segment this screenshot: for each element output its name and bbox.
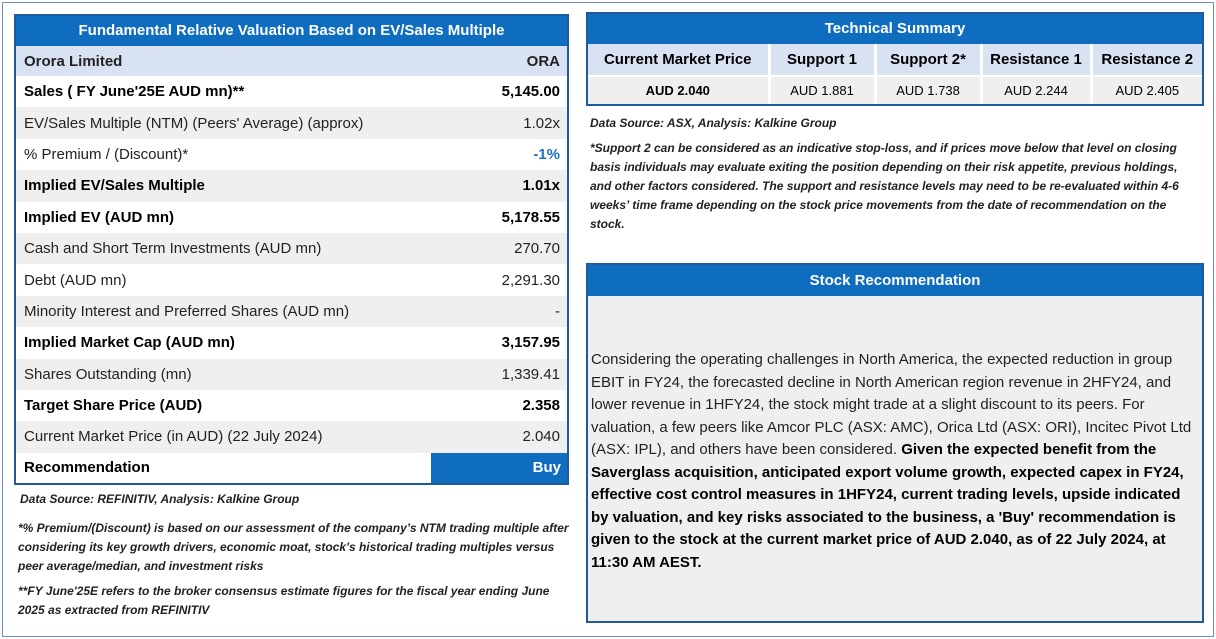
row-label: Debt (AUD mn) bbox=[24, 271, 127, 289]
recommendation-title: Stock Recommendation bbox=[588, 265, 1202, 296]
row-value: 2.040 bbox=[522, 428, 560, 446]
header-support-1: Support 1 bbox=[769, 44, 877, 77]
row-label: Cash and Short Term Investments (AUD mn) bbox=[24, 240, 322, 258]
technical-note: *Support 2 can be considered as an indic… bbox=[590, 141, 1179, 231]
value-current-price: AUD 2.040 bbox=[588, 76, 771, 104]
table-row: Target Share Price (AUD) 2.358 bbox=[16, 389, 567, 422]
table-row: Minority Interest and Preferred Shares (… bbox=[16, 295, 567, 328]
valuation-note-premium: *% Premium/(Discount) is based on our as… bbox=[18, 521, 569, 573]
recommendation-row: Recommendation Buy bbox=[16, 452, 567, 483]
company-ticker: ORA bbox=[526, 52, 560, 70]
row-label: Shares Outstanding (mn) bbox=[24, 365, 192, 383]
table-row: Sales ( FY June'25E AUD mn)** 5,145.00 bbox=[16, 76, 567, 108]
header-resistance-2: Resistance 2 bbox=[1091, 44, 1202, 77]
valuation-source: Data Source: REFINITIV, Analysis: Kalkin… bbox=[20, 492, 300, 506]
recommendation-text-bold: Given the expected benefit from the Save… bbox=[591, 441, 1184, 571]
row-value: 5,145.00 bbox=[501, 83, 560, 101]
stock-recommendation: Stock Recommendation Considering the ope… bbox=[586, 263, 1204, 623]
table-row: Cash and Short Term Investments (AUD mn)… bbox=[16, 232, 567, 265]
row-value: - bbox=[555, 302, 560, 320]
company-row: Orora Limited ORA bbox=[16, 46, 567, 76]
valuation-title: Fundamental Relative Valuation Based on … bbox=[16, 16, 567, 46]
row-value: 1.01x bbox=[522, 177, 560, 195]
row-value: -1% bbox=[533, 145, 560, 163]
technical-source: Data Source: ASX, Analysis: Kalkine Grou… bbox=[590, 116, 837, 130]
table-row: Implied EV/Sales Multiple 1.01x bbox=[16, 170, 567, 202]
value-support-1: AUD 1.881 bbox=[769, 76, 877, 104]
table-row: Implied EV (AUD mn) 5,178.55 bbox=[16, 201, 567, 233]
value-support-2: AUD 1.738 bbox=[875, 76, 983, 104]
table-row: EV/Sales Multiple (NTM) (Peers' Average)… bbox=[16, 107, 567, 139]
row-value: 1.02x bbox=[523, 114, 560, 132]
table-row: Shares Outstanding (mn) 1,339.41 bbox=[16, 358, 567, 390]
table-row: Debt (AUD mn) 2,291.30 bbox=[16, 264, 567, 296]
row-label: Target Share Price (AUD) bbox=[24, 397, 203, 415]
value-resistance-2: AUD 2.405 bbox=[1091, 76, 1202, 104]
row-label: Implied EV/Sales Multiple bbox=[24, 177, 205, 195]
row-label: Implied EV (AUD mn) bbox=[24, 208, 175, 226]
row-label: EV/Sales Multiple (NTM) (Peers' Average)… bbox=[24, 114, 364, 132]
row-value: 3,157.95 bbox=[501, 334, 560, 352]
table-row: Implied Market Cap (AUD mn) 3,157.95 bbox=[16, 327, 567, 359]
value-resistance-1: AUD 2.244 bbox=[981, 76, 1093, 104]
valuation-note-fy: **FY June'25E refers to the broker conse… bbox=[18, 584, 550, 617]
row-value: 2.358 bbox=[522, 397, 560, 415]
row-label: Sales ( FY June'25E AUD mn)** bbox=[24, 83, 245, 101]
valuation-table: Fundamental Relative Valuation Based on … bbox=[14, 14, 569, 485]
row-label: Implied Market Cap (AUD mn) bbox=[24, 334, 235, 352]
technical-title: Technical Summary bbox=[588, 14, 1202, 44]
company-name: Orora Limited bbox=[24, 52, 123, 70]
header-resistance-1: Resistance 1 bbox=[981, 44, 1093, 77]
recommendation-text-plain: Considering the operating challenges in … bbox=[591, 351, 1192, 458]
recommendation-label: Recommendation bbox=[16, 452, 431, 483]
recommendation-badge: Buy bbox=[431, 452, 567, 483]
technical-summary: Technical Summary Current Market Price S… bbox=[586, 12, 1204, 106]
row-label: Minority Interest and Preferred Shares (… bbox=[24, 302, 350, 320]
header-support-2: Support 2* bbox=[875, 44, 983, 77]
header-current-price: Current Market Price bbox=[588, 44, 771, 77]
row-label: % Premium / (Discount)* bbox=[24, 145, 189, 163]
technical-table: Current Market Price Support 1 Support 2… bbox=[588, 44, 1202, 104]
recommendation-text: Considering the operating challenges in … bbox=[591, 349, 1199, 574]
row-value: 2,291.30 bbox=[501, 271, 560, 289]
row-value: 5,178.55 bbox=[501, 208, 560, 226]
row-label: Current Market Price (in AUD) (22 July 2… bbox=[24, 428, 323, 446]
row-value: 270.70 bbox=[514, 240, 560, 258]
table-row: Current Market Price (in AUD) (22 July 2… bbox=[16, 421, 567, 453]
row-value: 1,339.41 bbox=[501, 365, 560, 383]
table-row: % Premium / (Discount)* -1% bbox=[16, 138, 567, 171]
